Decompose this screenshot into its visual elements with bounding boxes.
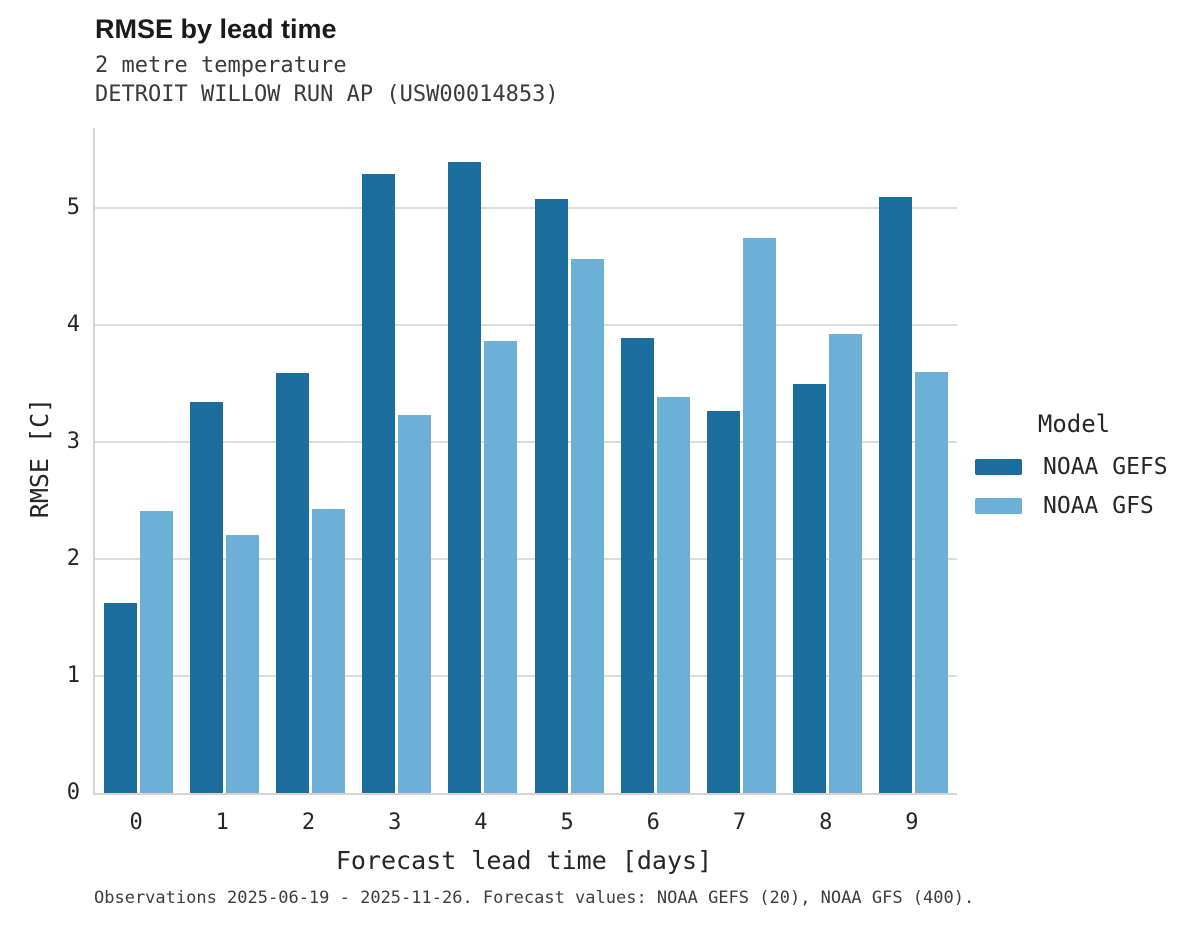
bar-group-day-8 [785, 128, 871, 793]
bar-noaa-gfs-day-4 [484, 341, 518, 793]
chart-footer: Observations 2025-06-19 - 2025-11-26. Fo… [94, 888, 975, 908]
bar-group-day-2 [267, 128, 353, 793]
bar-noaa-gefs-day-8 [793, 384, 827, 793]
x-tick-label-5: 5 [560, 810, 574, 835]
bar-noaa-gfs-day-2 [311, 509, 345, 793]
bar-noaa-gfs-day-1 [225, 535, 259, 793]
legend-title: Model [1037, 410, 1111, 438]
bar-noaa-gefs-day-0 [103, 603, 137, 793]
legend: Model NOAA GEFS NOAA GFS [975, 410, 1185, 532]
y-axis-title: RMSE [C] [25, 397, 54, 519]
bar-noaa-gefs-day-1 [189, 402, 223, 793]
bar-noaa-gefs-day-4 [448, 162, 482, 793]
bar-noaa-gefs-day-5 [534, 199, 568, 793]
bar-noaa-gfs-day-9 [915, 372, 949, 793]
chart-subtitle-line-2: DETROIT WILLOW RUN AP (USW00014853) [95, 82, 559, 107]
bar-noaa-gfs-day-6 [656, 397, 690, 793]
x-tick-label-6: 6 [646, 810, 660, 835]
bar-group-day-4 [440, 128, 526, 793]
x-axis-title: Forecast lead time [days] [335, 846, 713, 875]
y-tick-label-4: 4 [66, 311, 80, 337]
chart-title: RMSE by lead time [95, 14, 337, 44]
bar-noaa-gefs-day-2 [275, 373, 309, 793]
legend-label-noaa-gfs: NOAA GFS [1043, 493, 1154, 519]
bar-group-day-1 [181, 128, 267, 793]
x-tick-label-9: 9 [905, 810, 919, 835]
legend-item-noaa-gfs: NOAA GFS [975, 493, 1185, 519]
legend-label-noaa-gefs: NOAA GEFS [1043, 454, 1168, 480]
bar-group-day-9 [871, 128, 957, 793]
bar-group-day-3 [354, 128, 440, 793]
bar-noaa-gefs-day-3 [362, 174, 396, 793]
gridline-y-5 [95, 206, 957, 209]
y-tick-label-0: 0 [66, 780, 80, 805]
gridline-y-1 [95, 674, 957, 677]
bar-noaa-gefs-day-6 [620, 338, 654, 793]
y-tick-label-5: 5 [66, 194, 80, 220]
y-tick-label-2: 2 [66, 545, 80, 571]
bar-group-day-0 [95, 128, 181, 793]
legend-swatch-noaa-gfs [975, 498, 1022, 514]
bar-noaa-gfs-day-5 [570, 259, 604, 793]
gridline-y-4 [95, 323, 957, 326]
bar-noaa-gfs-day-3 [398, 415, 432, 793]
x-tick-label-8: 8 [819, 810, 833, 835]
gridline-y-3 [95, 440, 957, 443]
x-tick-label-0: 0 [129, 810, 143, 835]
bar-noaa-gfs-day-0 [139, 511, 173, 793]
x-tick-label-4: 4 [474, 810, 488, 835]
bar-noaa-gefs-day-9 [879, 197, 913, 793]
legend-swatch-noaa-gefs [975, 459, 1022, 475]
legend-item-noaa-gefs: NOAA GEFS [975, 454, 1185, 480]
plot-area [93, 128, 957, 795]
chart-subtitle-line-1: 2 metre temperature [95, 53, 347, 78]
bar-group-day-7 [698, 128, 784, 793]
gridline-y-2 [95, 557, 957, 560]
bar-noaa-gfs-day-8 [829, 334, 863, 793]
x-tick-label-1: 1 [215, 810, 229, 835]
bar-group-day-5 [526, 128, 612, 793]
chart-subtitle: 2 metre temperature DETROIT WILLOW RUN A… [95, 51, 559, 109]
x-tick-label-2: 2 [301, 810, 316, 835]
x-tick-label-3: 3 [388, 810, 402, 835]
y-tick-label-3: 3 [66, 428, 80, 454]
x-tick-label-7: 7 [732, 810, 747, 835]
bar-noaa-gfs-day-7 [742, 238, 776, 793]
bar-group-day-6 [612, 128, 698, 793]
bar-noaa-gefs-day-7 [706, 411, 740, 793]
y-tick-label-1: 1 [66, 662, 80, 688]
